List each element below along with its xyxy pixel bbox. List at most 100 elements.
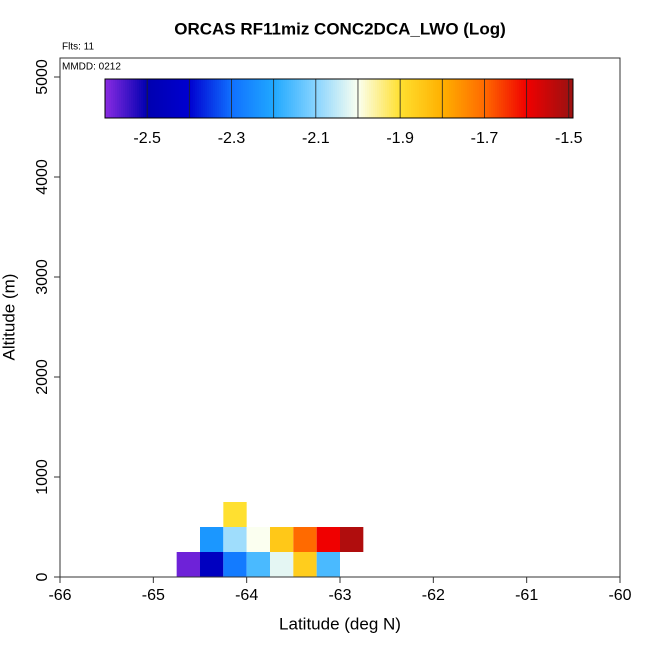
colorbar-swatch: [361, 79, 364, 118]
heatmap-cell: [200, 552, 224, 577]
colorbar-swatch: [293, 79, 296, 118]
colorbar-swatch: [281, 79, 284, 118]
colorbar-swatch: [287, 79, 290, 118]
colorbar-swatch: [167, 79, 170, 118]
colorbar-swatch: [237, 79, 240, 118]
colorbar-swatch: [381, 79, 384, 118]
colorbar-swatch: [119, 79, 122, 118]
colorbar-swatch: [529, 79, 532, 118]
colorbar-swatch: [403, 79, 406, 118]
colorbar-swatch: [443, 79, 446, 118]
colorbar-swatch: [489, 79, 492, 118]
colorbar-swatch: [401, 79, 404, 118]
colorbar-swatch: [391, 79, 394, 118]
y-tick-label: 0: [34, 572, 51, 581]
colorbar-swatch: [265, 79, 268, 118]
colorbar-swatch: [295, 79, 298, 118]
colorbar-swatch: [515, 79, 518, 118]
colorbar-swatch: [159, 79, 162, 118]
colorbar-swatch: [213, 79, 216, 118]
x-tick-label: -65: [142, 587, 165, 604]
colorbar-swatch: [419, 79, 422, 118]
colorbar-swatch: [339, 79, 342, 118]
colorbar-swatch: [141, 79, 144, 118]
colorbar-swatch: [469, 79, 472, 118]
colorbar-swatch: [411, 79, 414, 118]
colorbar-swatch: [189, 79, 192, 118]
colorbar-swatch: [235, 79, 238, 118]
heatmap-cell: [223, 527, 247, 552]
colorbar-swatch: [537, 79, 540, 118]
colorbar-swatch: [431, 79, 434, 118]
colorbar-swatch: [349, 79, 352, 118]
colorbar-swatch: [201, 79, 204, 118]
colorbar-swatch: [541, 79, 544, 118]
colorbar-swatch: [261, 79, 264, 118]
colorbar-swatch: [491, 79, 494, 118]
x-tick-label: -64: [235, 587, 258, 604]
colorbar-tick-label: -1.9: [386, 130, 414, 147]
colorbar-swatch: [335, 79, 338, 118]
colorbar-swatch: [123, 79, 126, 118]
colorbar-swatch: [553, 79, 556, 118]
heatmap-cell: [200, 527, 224, 552]
colorbar-swatch: [495, 79, 498, 118]
heatmap-cell: [223, 552, 247, 577]
colorbar-swatch: [543, 79, 546, 118]
colorbar-swatch: [555, 79, 558, 118]
colorbar-frame: [104, 78, 574, 119]
colorbar-swatch: [283, 79, 286, 118]
colorbar-swatch: [407, 79, 410, 118]
colorbar-swatch: [267, 79, 270, 118]
colorbar-swatch: [475, 79, 478, 118]
colorbar-swatch: [421, 79, 424, 118]
colorbar-swatch: [337, 79, 340, 118]
colorbar-swatch: [309, 79, 312, 118]
y-tick-label: 1000: [34, 459, 51, 495]
colorbar-swatch: [219, 79, 222, 118]
colorbar-swatch: [437, 79, 440, 118]
colorbar-swatch: [485, 79, 488, 118]
colorbar-swatch: [147, 79, 150, 118]
colorbar-swatch: [567, 79, 570, 118]
colorbar-swatch: [373, 79, 376, 118]
heatmap-cell: [246, 552, 270, 577]
colorbar-swatch: [221, 79, 224, 118]
colorbar-swatch: [389, 79, 392, 118]
colorbar-swatch: [205, 79, 208, 118]
colorbar-swatch: [247, 79, 250, 118]
colorbar-swatch: [195, 79, 198, 118]
y-axis-label: Altitude (m): [0, 274, 18, 361]
colorbar-swatch: [121, 79, 124, 118]
colorbar-swatch: [457, 79, 460, 118]
colorbar-swatch: [533, 79, 536, 118]
colorbar-swatch: [549, 79, 552, 118]
colorbar-swatch: [163, 79, 166, 118]
colorbar-swatch: [253, 79, 256, 118]
colorbar-swatch: [445, 79, 448, 118]
colorbar-swatch: [193, 79, 196, 118]
heatmap-cell: [340, 527, 364, 552]
colorbar-swatch: [117, 79, 120, 118]
colorbar-swatch: [461, 79, 464, 118]
heatmap-cell: [316, 527, 340, 552]
colorbar-swatch: [109, 79, 112, 118]
colorbar-swatch: [525, 79, 528, 118]
colorbar-swatch: [271, 79, 274, 118]
colorbar-swatch: [369, 79, 372, 118]
colorbar-swatch: [417, 79, 420, 118]
colorbar-swatch: [371, 79, 374, 118]
colorbar-swatch: [251, 79, 254, 118]
colorbar-swatch: [501, 79, 504, 118]
colorbar-swatch: [305, 79, 308, 118]
x-tick-label: -63: [328, 587, 351, 604]
colorbar-swatch: [479, 79, 482, 118]
colorbar-swatch: [467, 79, 470, 118]
colorbar-swatch: [345, 79, 348, 118]
colorbar-swatch: [397, 79, 400, 118]
colorbar-swatch: [455, 79, 458, 118]
colorbar-swatch: [527, 79, 530, 118]
colorbar-swatch: [353, 79, 356, 118]
